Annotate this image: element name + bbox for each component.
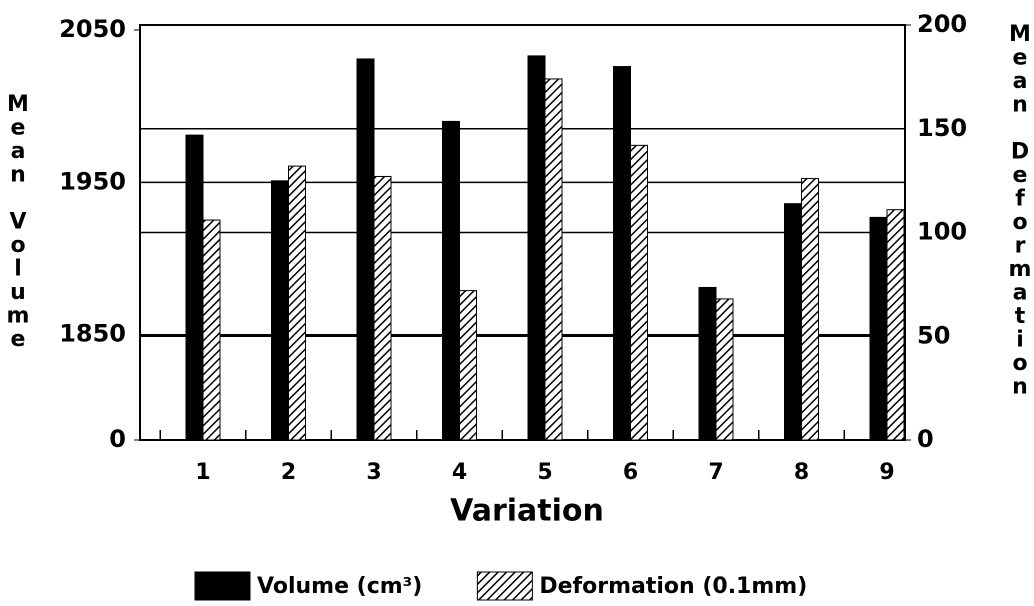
x-tick-label: 1: [195, 460, 210, 485]
y-tick-label: 1850: [59, 320, 126, 348]
y2-tick-label: 200: [917, 10, 967, 38]
x-tick-label: 8: [794, 460, 809, 485]
bar: [373, 175, 392, 441]
bar: [356, 58, 375, 441]
bar: [630, 144, 648, 441]
bar: [784, 203, 802, 441]
x-tick-label: 6: [623, 460, 638, 485]
legend-label: Volume (cm³): [257, 574, 422, 599]
y2-tick-label: 0: [917, 425, 934, 453]
legend-swatch: [194, 571, 251, 601]
bar: [185, 134, 204, 441]
y-tick-label: 0: [109, 425, 126, 453]
bar: [698, 286, 717, 441]
x-tick-label: 3: [366, 460, 381, 485]
x-tick-label: 2: [281, 460, 296, 485]
bar: [271, 180, 289, 441]
y-tick-label: 2050: [59, 15, 126, 43]
x-tick-label: 9: [879, 460, 894, 485]
bar: [288, 165, 306, 441]
bar: [544, 78, 563, 441]
bar: [801, 178, 819, 441]
bar: [886, 209, 905, 441]
bar: [869, 216, 888, 441]
legend-label: Deformation (0.1mm): [539, 574, 807, 599]
bar: [442, 120, 460, 441]
y2-tick-label: 100: [917, 218, 967, 246]
x-tick-label: 4: [452, 460, 467, 485]
bar: [459, 290, 477, 441]
x-tick-label: 5: [537, 460, 552, 485]
x-tick-label: 7: [708, 460, 723, 485]
bar: [527, 55, 546, 441]
bar: [202, 219, 221, 441]
x-axis-title: Variation: [450, 494, 604, 529]
y2-tick-label: 50: [917, 321, 950, 349]
y-tick-label: 1950: [59, 167, 126, 195]
bar: [715, 298, 734, 441]
y2-tick-label: 150: [917, 114, 967, 142]
legend-swatch: [476, 571, 533, 601]
bar: [613, 66, 631, 441]
